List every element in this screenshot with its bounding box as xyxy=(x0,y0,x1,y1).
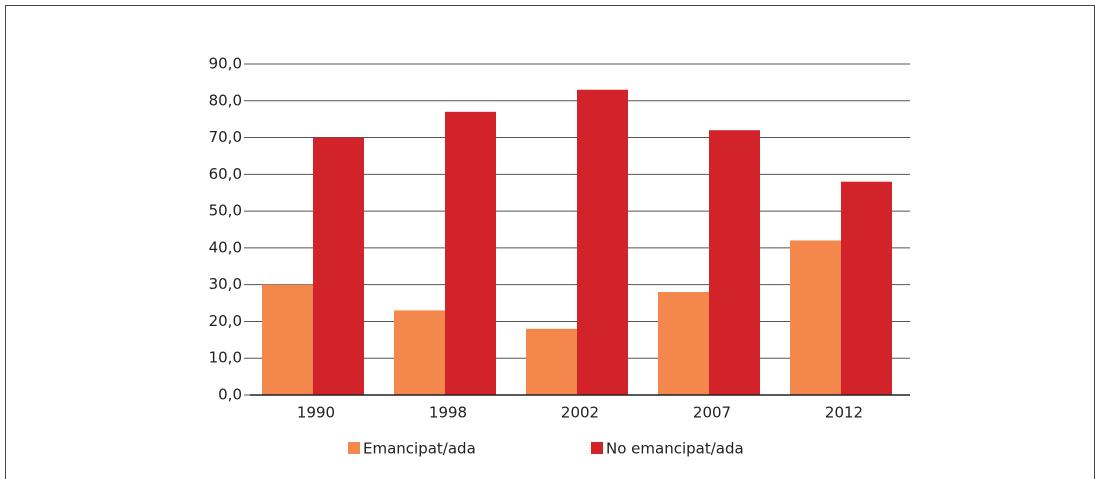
bar xyxy=(394,310,445,395)
y-tick-label: 80,0 xyxy=(209,91,242,109)
x-tick-label: 1990 xyxy=(297,404,335,422)
legend-swatch xyxy=(591,442,603,454)
bar xyxy=(709,130,760,395)
x-tick-label: 1998 xyxy=(429,404,467,422)
y-tick-label: 90,0 xyxy=(209,55,242,73)
bar xyxy=(841,181,892,395)
bar xyxy=(313,137,364,396)
legend-label: Emancipat/ada xyxy=(363,440,476,458)
frame xyxy=(5,5,1095,479)
bar xyxy=(790,240,841,395)
bar xyxy=(658,292,709,395)
y-tick-label: 30,0 xyxy=(209,275,242,293)
legend-label: No emancipat/ada xyxy=(606,440,744,458)
x-tick-label: 2012 xyxy=(825,404,863,422)
y-tick-label: 60,0 xyxy=(209,165,242,183)
bar xyxy=(262,284,313,395)
x-tick-label: 2002 xyxy=(561,404,599,422)
bar xyxy=(577,89,628,395)
bar xyxy=(445,111,496,396)
y-tick-label: 40,0 xyxy=(209,238,242,256)
y-tick-label: 10,0 xyxy=(209,349,242,367)
y-tick-label: 20,0 xyxy=(209,312,242,330)
legend-swatch xyxy=(348,442,360,454)
x-tick-label: 2007 xyxy=(693,404,731,422)
y-tick-label: 70,0 xyxy=(209,128,242,146)
y-tick-label: 0,0 xyxy=(218,386,242,404)
bar xyxy=(526,328,577,395)
y-tick-label: 50,0 xyxy=(209,202,242,220)
